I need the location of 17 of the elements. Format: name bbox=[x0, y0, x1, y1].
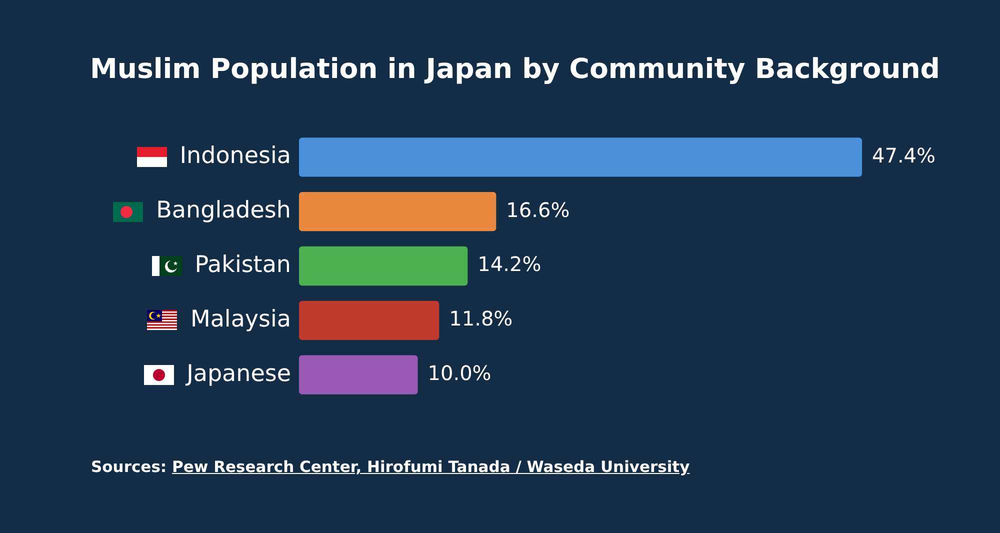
data-label: 14.2% bbox=[478, 252, 542, 276]
bar bbox=[299, 192, 496, 232]
y-tick-label: Malaysia bbox=[190, 306, 291, 332]
data-label: 47.4% bbox=[872, 143, 936, 168]
bar bbox=[299, 138, 862, 177]
y-tick-label: Bangladesh bbox=[156, 198, 291, 224]
y-tick-label: Indonesia bbox=[180, 143, 291, 170]
data-label: 11.8% bbox=[449, 306, 513, 331]
bar bbox=[299, 246, 468, 286]
chart-title: Muslim Population in Japan by Community Background bbox=[89, 53, 941, 85]
bar bbox=[299, 300, 440, 340]
source-note: Sources: Pew Research Center, Hirofumi Tanada / Waseda University bbox=[91, 458, 690, 476]
y-tick-label: Japanese bbox=[184, 360, 291, 387]
data-label: 16.6% bbox=[506, 198, 570, 222]
y-tick-label: Pakistan bbox=[194, 252, 291, 278]
data-label: 10.0% bbox=[428, 361, 492, 386]
bar bbox=[299, 355, 418, 394]
